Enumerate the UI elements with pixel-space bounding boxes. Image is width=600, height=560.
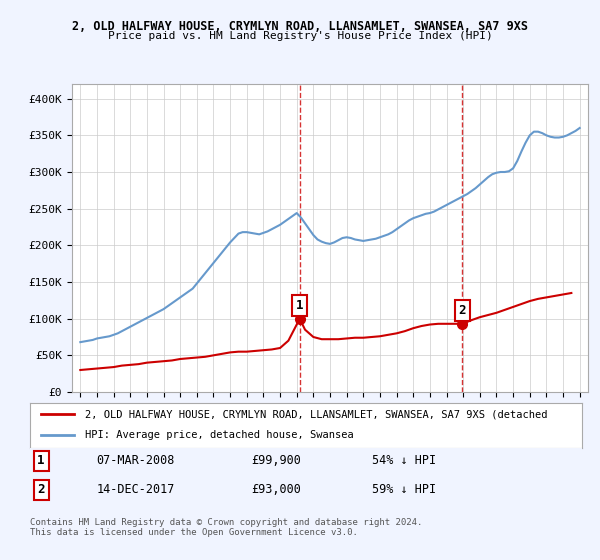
Text: Contains HM Land Registry data © Crown copyright and database right 2024.
This d: Contains HM Land Registry data © Crown c…: [30, 518, 422, 538]
Text: 14-DEC-2017: 14-DEC-2017: [96, 483, 175, 496]
Text: 59% ↓ HPI: 59% ↓ HPI: [372, 483, 436, 496]
Text: 2: 2: [459, 304, 466, 317]
Text: 1: 1: [37, 454, 45, 468]
Text: Price paid vs. HM Land Registry's House Price Index (HPI): Price paid vs. HM Land Registry's House …: [107, 31, 493, 41]
Text: £99,900: £99,900: [251, 454, 301, 468]
Text: 1: 1: [296, 299, 304, 312]
Text: 54% ↓ HPI: 54% ↓ HPI: [372, 454, 436, 468]
Text: 07-MAR-2008: 07-MAR-2008: [96, 454, 175, 468]
Text: 2, OLD HALFWAY HOUSE, CRYMLYN ROAD, LLANSAMLET, SWANSEA, SA7 9XS (detached: 2, OLD HALFWAY HOUSE, CRYMLYN ROAD, LLAN…: [85, 409, 548, 419]
Text: HPI: Average price, detached house, Swansea: HPI: Average price, detached house, Swan…: [85, 431, 354, 441]
Text: £93,000: £93,000: [251, 483, 301, 496]
Text: 2, OLD HALFWAY HOUSE, CRYMLYN ROAD, LLANSAMLET, SWANSEA, SA7 9XS: 2, OLD HALFWAY HOUSE, CRYMLYN ROAD, LLAN…: [72, 20, 528, 32]
Text: 2: 2: [37, 483, 45, 496]
